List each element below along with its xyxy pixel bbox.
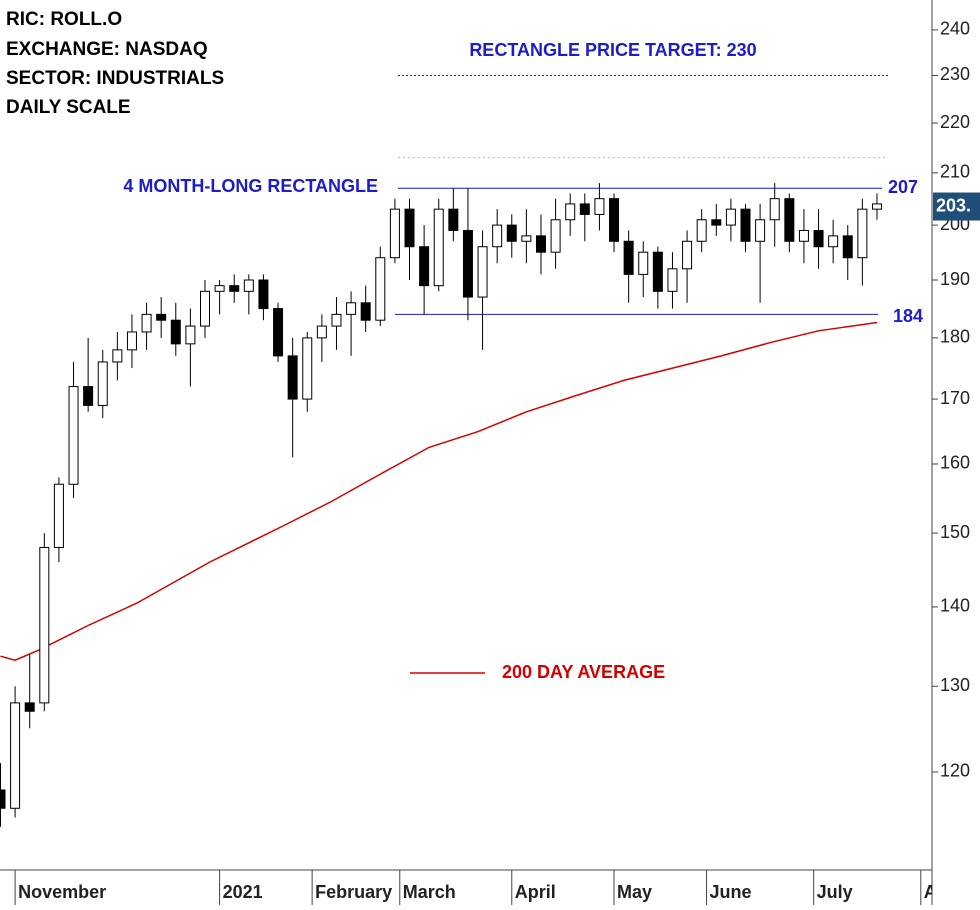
y-tick-label: 170 [940, 388, 970, 408]
candle-body [331, 313, 342, 327]
candle-body [506, 224, 517, 242]
candle-body [200, 290, 211, 327]
candle-body [769, 198, 780, 221]
candle-body [813, 229, 824, 248]
candle-body [842, 235, 853, 259]
candle-body [623, 240, 634, 275]
candle-body [302, 337, 313, 400]
candle-body [740, 208, 751, 242]
candle-body [828, 235, 839, 248]
candle-body [667, 268, 678, 292]
candle-body [39, 546, 50, 704]
x-tick-label: March [403, 882, 456, 902]
y-tick-label: 180 [940, 327, 970, 347]
last-price-label: 203. [936, 195, 971, 215]
candle-body [243, 279, 254, 292]
y-tick-label: 240 [940, 19, 970, 39]
candle-body [10, 702, 21, 809]
candle-body [287, 355, 298, 400]
candle-body [0, 789, 6, 809]
y-tick-label: 160 [940, 453, 970, 473]
candle-body [711, 219, 722, 226]
candle-body [433, 208, 444, 287]
candle-body [725, 208, 736, 226]
price-target-label: RECTANGLE PRICE TARGET: 230 [469, 40, 756, 60]
y-tick-label: 130 [940, 675, 970, 695]
x-tick-label: Au [924, 882, 948, 902]
candle-body [156, 313, 167, 321]
candle-body [258, 279, 269, 310]
x-tick-label: July [817, 882, 853, 902]
candle-body [112, 349, 123, 363]
candle-body [696, 219, 707, 242]
candle-body [521, 235, 532, 242]
header-line: SECTOR: INDUSTRIALS [6, 68, 224, 89]
candle-body [565, 203, 576, 221]
y-tick-label: 150 [940, 522, 970, 542]
candle-body [755, 219, 766, 242]
legend-label: 200 DAY AVERAGE [502, 662, 665, 682]
candle-body [419, 246, 430, 287]
moving-average-line [0, 321, 878, 661]
candle-body [346, 302, 357, 315]
x-ticks: November 2021 February March April May June Jul… [14, 870, 948, 905]
candle-body [68, 386, 79, 485]
candle-body [448, 208, 459, 231]
candle-body [682, 240, 693, 270]
candle-body [214, 285, 225, 292]
x-tick-label: November [18, 882, 106, 902]
candle-body [652, 251, 663, 292]
candle-body [389, 208, 400, 259]
y-tick-label: 230 [940, 64, 970, 84]
candle-body [24, 702, 35, 712]
x-tick-label: May [617, 882, 652, 902]
plot-area [0, 74, 888, 827]
candle-body [141, 313, 152, 333]
y-tick-label: 140 [940, 596, 970, 616]
header-line: EXCHANGE: NASDAQ [6, 39, 208, 60]
candle-body [871, 203, 882, 210]
candle-body [170, 319, 181, 345]
candle-body [126, 331, 137, 351]
candle-body [857, 208, 868, 259]
candle-body [492, 224, 503, 248]
candle-body [53, 483, 64, 548]
candle-body [477, 246, 488, 298]
y-tick-label: 220 [940, 112, 970, 132]
x-tick-label: June [710, 882, 752, 902]
candle-body [97, 361, 108, 406]
rectangle-label: 4 MONTH-LONG RECTANGLE [123, 176, 378, 196]
candle-body [404, 208, 415, 248]
candle-body [83, 386, 94, 406]
y-tick-label: 190 [940, 269, 970, 289]
candle-body [798, 229, 809, 242]
candle-body [550, 219, 561, 253]
candle-body [784, 198, 795, 242]
candle-body [185, 325, 196, 345]
candle-body [609, 198, 620, 242]
candle-body [535, 235, 546, 253]
header-line: RIC: ROLL.O [6, 9, 122, 30]
last-price-box [933, 192, 980, 221]
x-tick-label: February [315, 882, 392, 902]
level-label: 184 [893, 306, 923, 326]
candle-body [316, 325, 327, 339]
candle-body [579, 203, 590, 215]
candle-body [273, 308, 284, 357]
x-tick-label: 2021 [223, 882, 263, 902]
candle-body [462, 229, 473, 298]
level-label: 207 [888, 177, 918, 197]
candle-body [638, 251, 649, 275]
candle-body [229, 285, 240, 292]
header-line: DAILY SCALE [6, 97, 131, 118]
candle-body [360, 302, 371, 321]
candle-body [375, 257, 386, 321]
y-tick-label: 210 [940, 162, 970, 182]
candle-body [594, 198, 605, 215]
y-tick-label: 120 [940, 761, 970, 781]
x-tick-label: April [515, 882, 556, 902]
